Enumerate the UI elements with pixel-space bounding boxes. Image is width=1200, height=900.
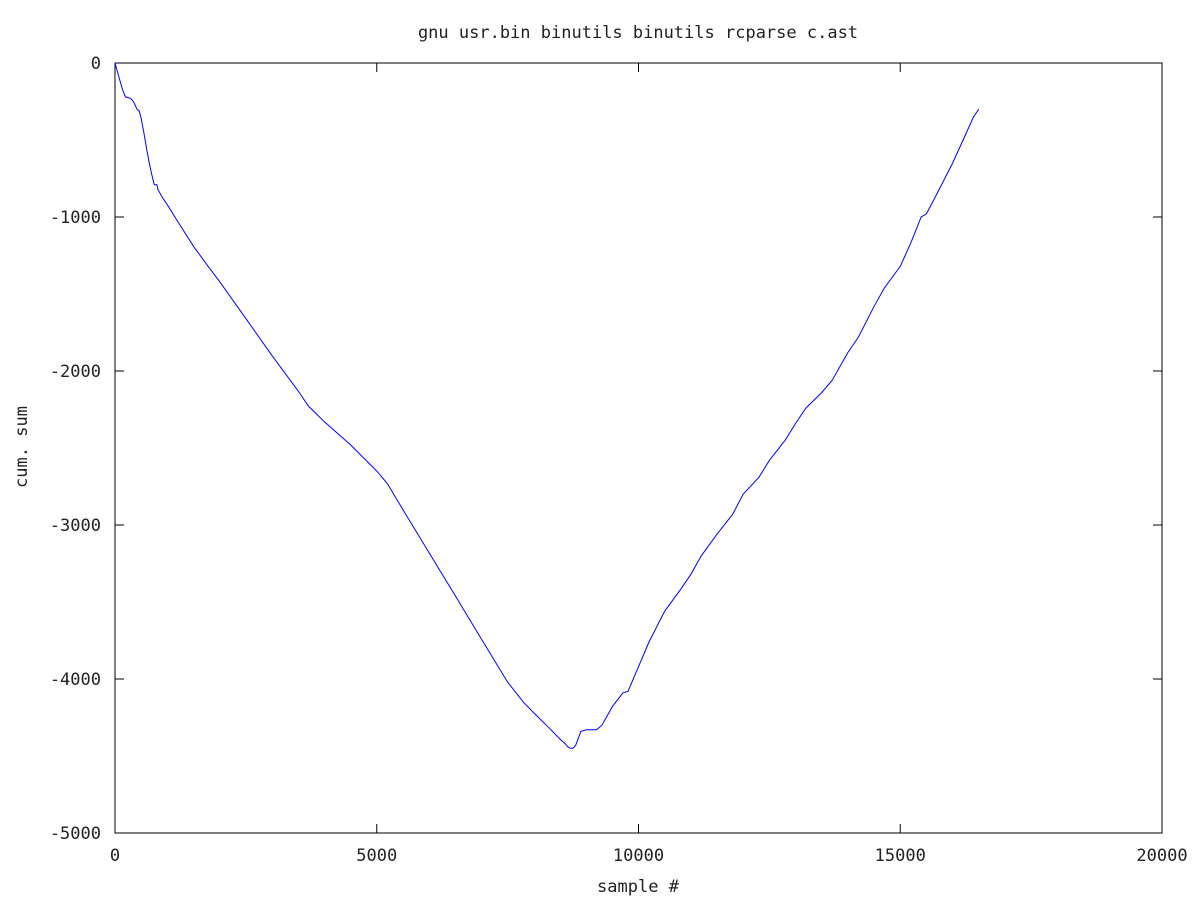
chart-title: gnu usr.bin binutils binutils rcparse c.… <box>418 23 858 43</box>
x-tick-label: 20000 <box>1136 846 1187 866</box>
y-tick-label: -4000 <box>50 670 101 690</box>
y-tick-label: -1000 <box>50 208 101 228</box>
y-axis-label: cum. sum <box>12 406 32 488</box>
plot-border <box>114 62 1163 834</box>
x-tick-label: 15000 <box>875 846 926 866</box>
axis-ticks <box>114 62 1163 834</box>
x-tick-label: 0 <box>110 846 120 866</box>
axis-tick-labels: 0 5000 10000 15000 20000 0 -1000 -2000 -3000 -400… <box>50 54 1188 866</box>
y-tick-label: -2000 <box>50 362 101 382</box>
x-axis-label: sample # <box>597 877 680 897</box>
plot-area <box>114 62 1163 834</box>
series-line <box>114 62 980 749</box>
y-tick-label: -5000 <box>50 824 101 844</box>
y-tick-label: -3000 <box>50 516 101 536</box>
y-tick-label: 0 <box>91 54 101 74</box>
x-tick-label: 5000 <box>356 846 397 866</box>
x-tick-label: 10000 <box>613 846 664 866</box>
series-group <box>114 62 980 749</box>
